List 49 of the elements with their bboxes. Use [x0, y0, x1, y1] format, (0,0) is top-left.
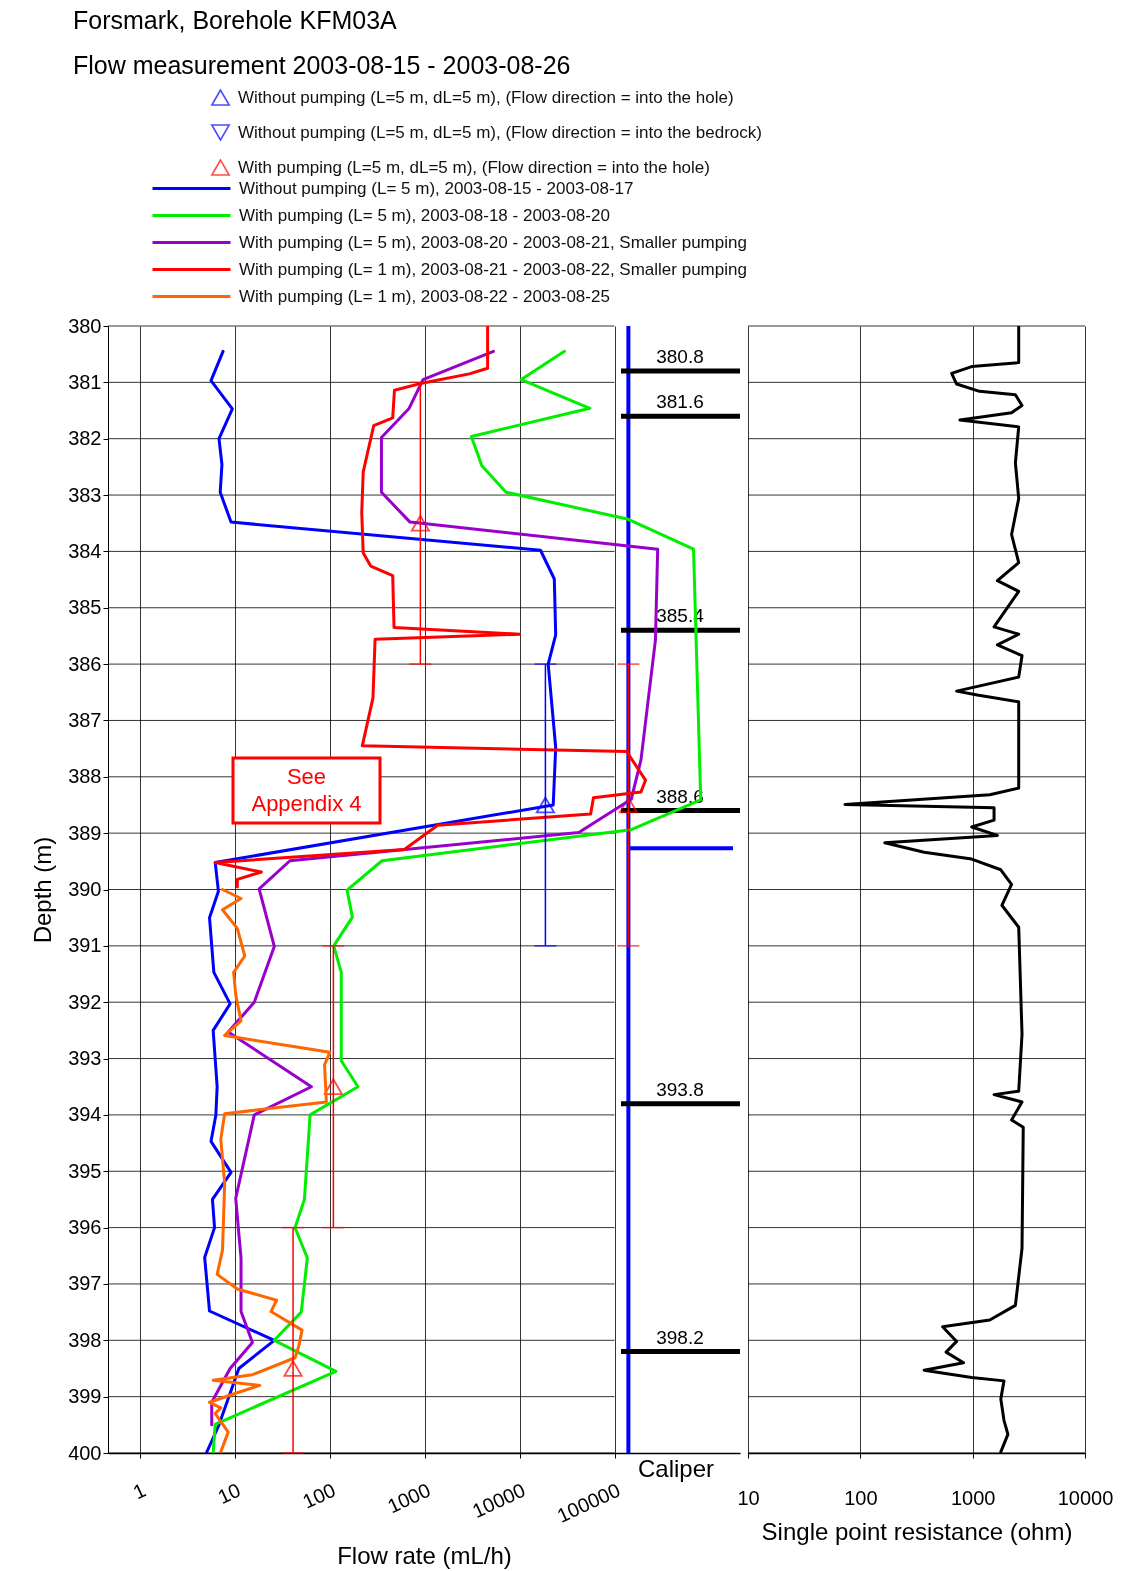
legend-label: Without pumping (L= 5 m), 2003-08-15 - 2003-08-17: [239, 178, 634, 198]
ref-line-label: 380.8: [656, 346, 704, 368]
text: Caliper: [637, 1455, 715, 1482]
y-tick-label: 400: [68, 1441, 102, 1464]
y-tick-label: 397: [68, 1272, 102, 1295]
y-tick-label: 396: [68, 1216, 102, 1239]
ref-line-label: 381.6: [656, 391, 704, 413]
x-tick-label: 10000: [468, 1478, 529, 1523]
y-tick-label: 380: [68, 314, 102, 337]
y-tick-label: 383: [68, 483, 102, 506]
x-tick-label: 10000: [1057, 1486, 1114, 1509]
y-tick-label: 386: [68, 652, 102, 675]
y-tick-label: 393: [68, 1047, 102, 1070]
y-tick-label: 388: [68, 765, 102, 788]
y-tick-label: 389: [68, 821, 102, 844]
chart-subtitle: Flow measurement 2003-08-15 - 2003-08-26: [73, 51, 571, 79]
x-tick-label: 10: [737, 1486, 760, 1509]
y-tick-label: 392: [68, 990, 102, 1013]
annotation: See Appendix 4: [251, 764, 362, 816]
legend-label: With pumping (L= 5 m), 2003-08-18 - 2003-08-20: [239, 205, 610, 225]
y-tick-label: 385: [68, 596, 102, 619]
x-tick-label: 100: [844, 1486, 878, 1509]
chart-title: Forsmark, Borehole KFM03A: [73, 6, 398, 34]
y-tick-label: 387: [68, 708, 102, 731]
y-tick-label: 394: [68, 1103, 102, 1126]
x-tick-label: 1000: [950, 1486, 996, 1509]
y-tick-label: 384: [68, 539, 102, 562]
y-tick-label: 390: [68, 878, 102, 900]
legend-label: Without pumping (L=5 m, dL=5 m), (Flow direction = into the bedrock): [238, 122, 762, 142]
legend-label: Without pumping (L=5 m, dL=5 m), (Flow direction = into the hole): [238, 87, 734, 107]
y-tick-label: 395: [68, 1159, 102, 1182]
legend-label: With pumping (L= 1 m), 2003-08-21 - 2003-08-22, Smaller pumping: [239, 259, 747, 279]
y-axis-title: Depth (m): [29, 836, 57, 944]
y-tick-label: 391: [68, 934, 102, 957]
x-tick-label: 100: [299, 1478, 339, 1513]
legend-label: With pumping (L= 1 m), 2003-08-22 - 2003-08-25: [239, 286, 610, 306]
x-tick-label: 10: [214, 1478, 244, 1509]
ref-line-label: 398.2: [656, 1326, 704, 1348]
y-tick-label: 381: [68, 370, 102, 393]
y-tick-label: 382: [68, 427, 102, 450]
x-tick-label: 1: [129, 1478, 149, 1504]
ref-line-label: 393.8: [656, 1078, 704, 1100]
x-axis-title: Single point resistance (ohm): [761, 1517, 1073, 1545]
y-tick-label: 398: [68, 1328, 102, 1351]
x-tick-label: 1000: [384, 1478, 434, 1518]
y-tick-label: 399: [68, 1385, 102, 1408]
legend-label: With pumping (L= 5 m), 2003-08-20 - 2003-08-21, Smaller pumping: [239, 232, 747, 252]
legend-label: With pumping (L=5 m, dL=5 m), (Flow direction = into the hole): [238, 157, 710, 177]
x-axis-title: Flow rate (mL/h): [337, 1541, 512, 1569]
